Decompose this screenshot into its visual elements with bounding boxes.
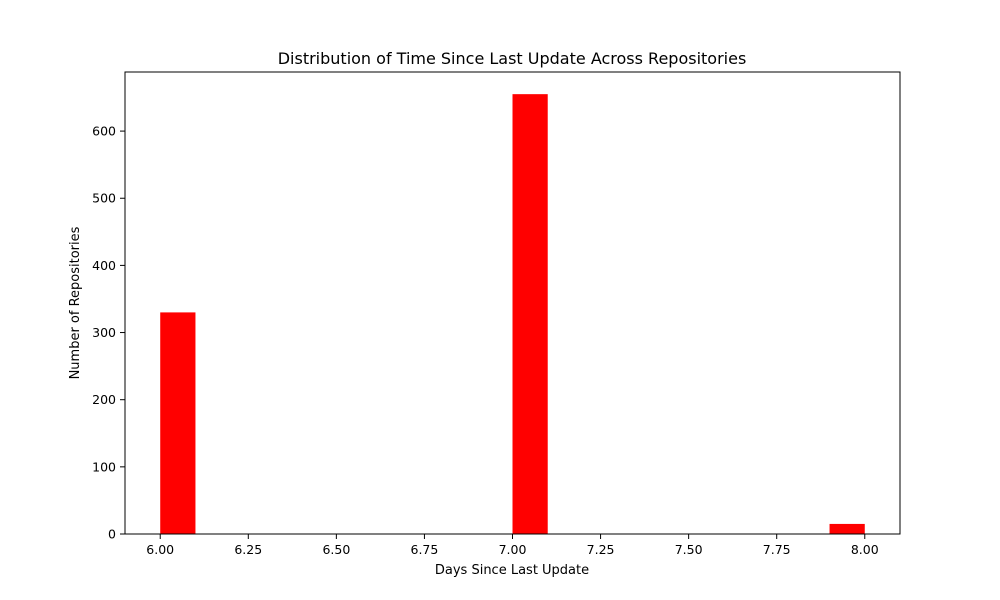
y-tick-label-1: 100 <box>92 459 116 474</box>
y-tick-label-5: 500 <box>92 191 116 206</box>
histogram-bar-2 <box>829 523 865 534</box>
x-tick-label-6: 7.50 <box>675 542 703 557</box>
x-tick-label-4: 7.00 <box>499 542 527 557</box>
chart-title: Distribution of Time Since Last Update A… <box>278 49 747 68</box>
x-tick-label-7: 7.75 <box>763 542 791 557</box>
x-axis-label: Days Since Last Update <box>435 563 589 578</box>
y-axis: 0 100 200 300 400 500 600 <box>92 124 125 542</box>
y-tick-label-3: 300 <box>92 325 116 340</box>
x-tick-label-5: 7.25 <box>587 542 615 557</box>
histogram-bar-0 <box>160 312 196 534</box>
x-tick-label-8: 8.00 <box>851 542 879 557</box>
y-tick-label-2: 200 <box>92 392 116 407</box>
x-tick-label-3: 6.75 <box>411 542 439 557</box>
y-tick-label-0: 0 <box>108 527 116 542</box>
x-axis: 6.00 6.25 6.50 6.75 7.00 7.25 7.50 7.75 8.00 <box>146 534 879 557</box>
x-tick-label-1: 6.25 <box>234 542 262 557</box>
histogram-bar-1 <box>512 94 548 534</box>
x-tick-label-2: 6.50 <box>322 542 350 557</box>
y-tick-label-6: 600 <box>92 124 116 139</box>
y-tick-label-4: 400 <box>92 258 116 273</box>
bars-layer <box>160 94 865 534</box>
y-axis-label: Number of Repositories <box>68 226 83 379</box>
x-tick-label-0: 6.00 <box>146 542 174 557</box>
